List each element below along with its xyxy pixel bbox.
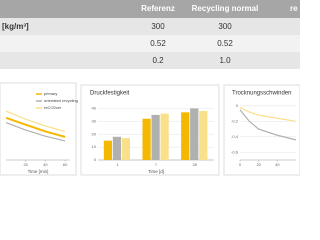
bar	[112, 136, 122, 160]
y-tick-label: 30	[92, 118, 97, 123]
cell: 0.52	[217, 39, 233, 48]
y-tick-label: -0,6	[231, 149, 239, 154]
line	[239, 109, 297, 141]
x-tick-label: 20	[23, 162, 28, 167]
x-tick-label: 1	[116, 162, 119, 167]
bar	[160, 113, 169, 160]
header-cell: re	[290, 4, 298, 13]
line	[5, 116, 66, 138]
bar	[103, 140, 113, 160]
x-tick-label: 60	[63, 162, 68, 167]
bar	[142, 118, 151, 160]
cell: 300	[151, 22, 165, 31]
line	[5, 110, 66, 133]
y-tick-label: 0	[94, 157, 97, 162]
legend-label: reCO2ver	[44, 105, 62, 110]
x-tick-label: 7	[155, 162, 158, 167]
table-header	[0, 0, 300, 18]
x-tick-label: 20	[256, 162, 261, 167]
header-cell: Referenz	[141, 4, 175, 13]
x-tick-label: 40	[43, 162, 48, 167]
header-cell: Recycling normal	[192, 4, 259, 13]
y-tick-label: 10	[92, 144, 97, 149]
legend-label: primary	[44, 91, 57, 96]
table-row	[0, 35, 300, 52]
line	[239, 106, 297, 122]
y-tick-label: 0	[236, 103, 239, 108]
bar	[151, 114, 160, 160]
y-tick-label: 40	[92, 106, 97, 111]
chart-title: Druckfestigkeit	[90, 91, 130, 97]
slide: Referenz Recycling normal re [kg/m³] 300…	[0, 0, 301, 176]
row-label: [kg/m³]	[2, 22, 29, 31]
y-tick-label: -0,4	[231, 134, 239, 139]
bar	[190, 108, 199, 160]
line	[5, 122, 66, 142]
table-row	[0, 18, 300, 35]
x-tick-label: 28	[192, 162, 197, 167]
cell: 1.0	[219, 56, 231, 65]
table-row	[0, 52, 300, 69]
x-axis-label: Time [min]	[28, 169, 49, 174]
cell: 0.2	[152, 56, 164, 65]
y-tick-label: -0,2	[231, 118, 239, 123]
page: Referenz Recycling normal re [kg/m³] 300…	[0, 0, 301, 176]
cell: 0.52	[150, 39, 166, 48]
x-tick-label: 0	[239, 162, 242, 167]
y-tick-label: 20	[92, 131, 97, 136]
bar	[121, 138, 131, 160]
chart-title: Trocknungsschwinden	[232, 91, 291, 97]
cell: 300	[218, 22, 232, 31]
x-axis-label: Time [d]	[148, 169, 164, 174]
bar	[181, 112, 190, 160]
x-tick-label: 40	[275, 162, 280, 167]
legend-label: untreated recycling	[44, 98, 78, 103]
bar	[199, 111, 208, 160]
